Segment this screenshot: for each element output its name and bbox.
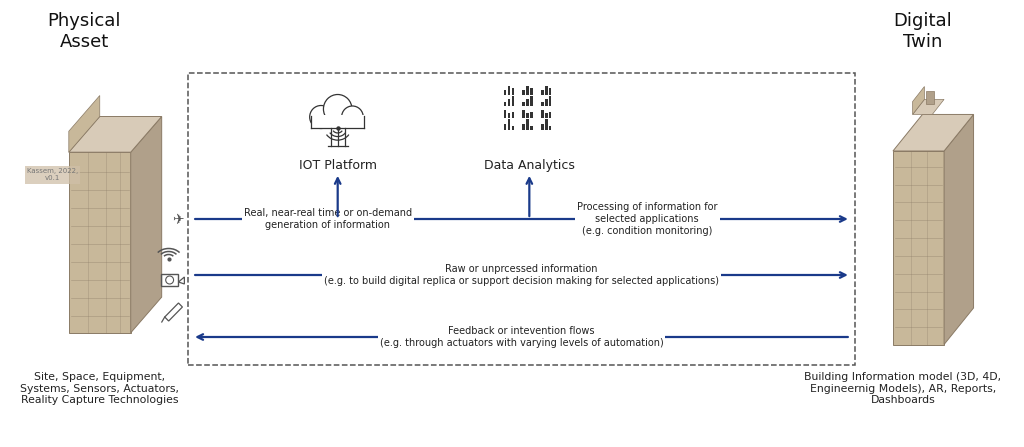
Bar [504,123,506,130]
Bar [541,110,544,118]
Bar [545,113,548,118]
Bar [526,86,528,95]
Bar [522,123,525,130]
Bar [530,126,532,130]
Bar [530,88,532,95]
Bar [504,110,506,118]
Bar [512,126,514,130]
Bar [512,88,514,95]
Bar [545,86,548,95]
Bar [522,110,525,118]
Bar [508,86,510,95]
Circle shape [324,94,352,123]
Bar [549,97,552,106]
Bar [508,113,510,118]
Bar [541,123,544,130]
Bar [549,112,552,118]
Bar [522,90,525,95]
Bar [530,112,532,118]
Bar [549,88,552,95]
Polygon shape [131,117,162,333]
Polygon shape [912,99,944,114]
Polygon shape [927,91,934,104]
Text: Kassem, 2022,
v0.1: Kassem, 2022, v0.1 [27,169,78,181]
Polygon shape [893,151,944,345]
Bar [526,113,528,118]
Bar [526,100,528,106]
Polygon shape [912,87,925,114]
Bar [311,115,365,128]
Text: ✈: ✈ [173,212,184,226]
Bar [512,97,514,106]
Bar [530,97,532,106]
Bar [526,119,528,130]
Text: Physical
Asset: Physical Asset [47,12,121,51]
Bar [522,102,525,106]
Bar [508,119,510,130]
Polygon shape [69,117,162,152]
Text: Site, Space, Equipment,
Systems, Sensors, Actuators,
Reality Capture Technologie: Site, Space, Equipment, Systems, Sensors… [20,372,179,405]
Bar [504,90,506,95]
Text: Digital
Twin: Digital Twin [893,12,952,51]
Bar [545,119,548,130]
Text: IOT Platform: IOT Platform [299,159,377,172]
Bar [161,274,178,286]
Bar [504,102,506,106]
Bar [545,100,548,106]
Circle shape [342,106,364,128]
Polygon shape [69,152,131,333]
Text: Building Information model (3D, 4D,
Engineernig Models), AR, Reports,
Dashboards: Building Information model (3D, 4D, Engi… [804,372,1001,405]
Bar [541,102,544,106]
Circle shape [309,105,333,128]
Polygon shape [69,96,99,152]
Bar [512,112,514,118]
Polygon shape [893,114,974,151]
Bar [541,90,544,95]
Text: Processing of information for
selected applications
(e.g. condition monitoring): Processing of information for selected a… [577,202,718,236]
Text: Feedback or intevention flows
(e.g. through actuators with varying levels of aut: Feedback or intevention flows (e.g. thro… [380,326,664,348]
Polygon shape [944,114,974,345]
Bar [549,126,552,130]
Text: Raw or unprcessed information
(e.g. to build digital replica or support decision: Raw or unprcessed information (e.g. to b… [324,264,719,286]
Text: Data Analytics: Data Analytics [484,159,574,172]
Text: Real, near-real time or on-demand
generation of information: Real, near-real time or on-demand genera… [244,208,412,230]
Bar [508,100,510,106]
